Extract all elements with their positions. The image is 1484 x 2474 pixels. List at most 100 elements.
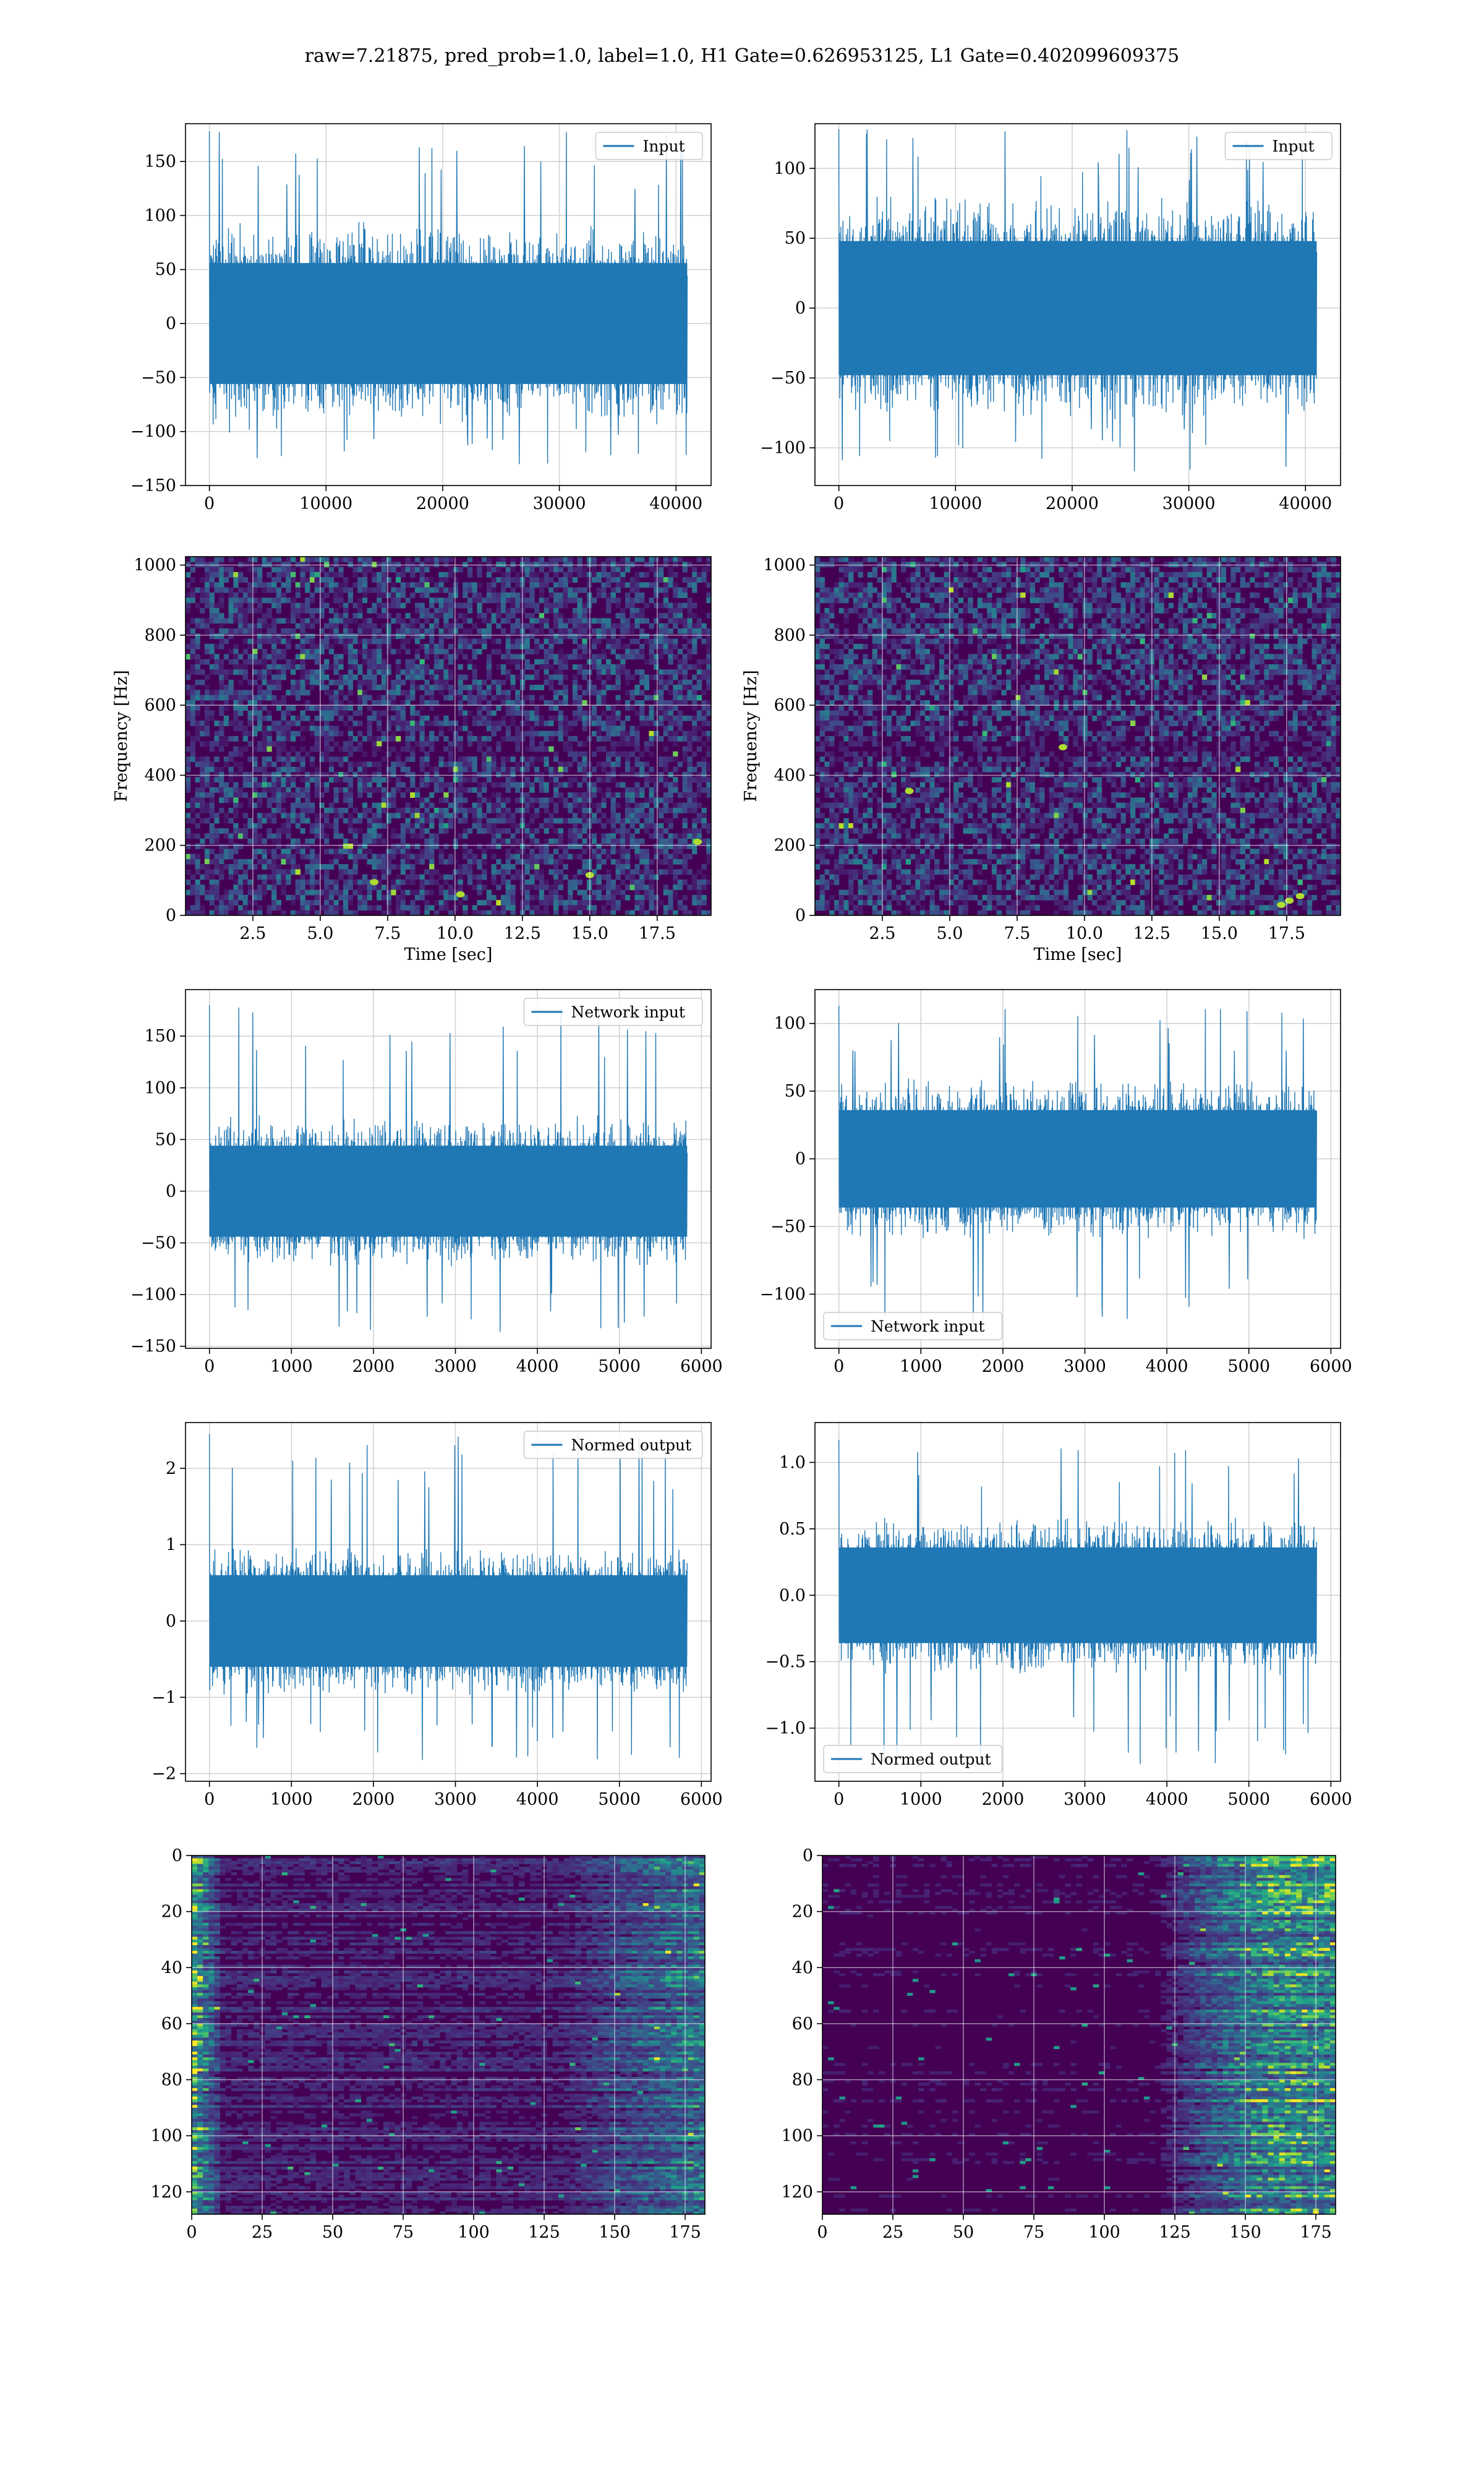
y-tick-label: 2 (166, 1459, 176, 1478)
x-tick-label: 30000 (533, 494, 586, 513)
legend-box (523, 1431, 703, 1459)
y-tick-label: 20 (792, 1903, 813, 1922)
x-tick-label: 0 (817, 2223, 827, 2242)
panel-h1-input: Input 0 10000 20000 30000 40000 −150 −100 −50 0 50… (130, 123, 712, 513)
panel-h1-feature-map: 0 25 50 75 100 125 150 175 0 20 40 60 80 100 120 (150, 1846, 706, 2242)
series-band (209, 1145, 688, 1237)
x-tick-label: 4000 (516, 1790, 559, 1809)
x-tick-label: 3000 (434, 1357, 477, 1376)
legend: Network input (523, 998, 703, 1026)
y-tick-label: 0.0 (779, 1586, 806, 1605)
x-tick-label: 3000 (1064, 1790, 1106, 1809)
x-tick-label: 5000 (598, 1357, 641, 1376)
y-tick-label: −100 (760, 439, 806, 458)
series-band (209, 1575, 688, 1667)
y-tick-label: 50 (155, 260, 176, 280)
y-tick-label: 50 (785, 229, 806, 248)
legend-label: Normed output (871, 1750, 991, 1768)
y-tick-label: 20 (161, 1903, 182, 1922)
x-tick-label: 25 (252, 2223, 273, 2242)
x-tick-label: 5000 (1227, 1357, 1270, 1376)
legend: Normed output (823, 1745, 1003, 1773)
y-tick-label: −50 (141, 1234, 176, 1253)
axes-frame (185, 989, 712, 1349)
y-tick-label: −1.0 (765, 1719, 806, 1738)
x-tick-label: 6000 (680, 1357, 723, 1376)
y-tick-label: 60 (792, 2014, 813, 2034)
y-tick-label: 1000 (134, 556, 176, 575)
y-tick-label: 600 (774, 696, 806, 715)
y-tick-label: 0 (166, 906, 176, 925)
axes-frame (814, 1422, 1341, 1782)
x-axis-label: Time [sec] (404, 945, 493, 964)
y-tick-label: 0 (166, 1612, 176, 1631)
x-tick-label: 17.5 (639, 924, 676, 943)
x-tick-label: 5.0 (307, 924, 333, 943)
x-tick-label: 10.0 (437, 924, 474, 943)
x-tick-label: 100 (458, 2223, 490, 2242)
legend-label: Network input (571, 1003, 685, 1021)
legend-label: Network input (871, 1317, 984, 1335)
panel-l1-input: Input 0 10000 20000 30000 40000 −100 −50 0 50 100 (760, 123, 1341, 513)
y-tick-label: −2 (151, 1765, 176, 1784)
y-tick-label: 0 (166, 314, 176, 333)
x-tick-label: 20000 (416, 494, 469, 513)
x-tick-label: 1000 (900, 1790, 942, 1809)
axes-frame (814, 123, 1341, 486)
panel-l1-normed-output: Normed output 0 1000 2000 3000 4000 5000 6000 −1… (765, 1422, 1352, 1809)
y-axis-label: Frequency [Hz] (112, 670, 131, 802)
x-tick-label: 2.5 (869, 924, 895, 943)
x-tick-label: 1000 (270, 1790, 313, 1809)
x-tick-label: 1000 (900, 1357, 942, 1376)
legend: Network input (823, 1312, 1003, 1340)
legend-box (595, 132, 703, 160)
y-tick-label: −50 (770, 1217, 806, 1236)
y-tick-label: 60 (161, 2014, 182, 2034)
x-tick-label: 15.0 (571, 924, 608, 943)
x-tick-label: 175 (1300, 2223, 1332, 2242)
y-tick-label: 150 (144, 1027, 176, 1046)
y-tick-label: 200 (774, 836, 806, 855)
x-tick-label: 0 (204, 1790, 215, 1809)
legend-label: Input (1273, 137, 1315, 155)
x-tick-label: 5.0 (936, 924, 963, 943)
y-tick-label: 0 (795, 906, 806, 925)
y-tick-label: 50 (155, 1130, 176, 1149)
x-tick-label: 75 (393, 2223, 414, 2242)
y-tick-label: −100 (130, 1285, 176, 1304)
x-tick-label: 5000 (598, 1790, 641, 1809)
x-tick-label: 25 (882, 2223, 903, 2242)
x-tick-label: 75 (1023, 2223, 1044, 2242)
series-band (838, 241, 1317, 375)
x-tick-label: 10000 (929, 494, 982, 513)
heatmap-h1-feature-map (192, 1856, 705, 2214)
legend-label: Input (643, 137, 685, 155)
x-tick-label: 0 (834, 1357, 844, 1376)
y-tick-label: 800 (774, 626, 806, 645)
y-tick-label: 400 (144, 766, 176, 785)
y-tick-label: 1 (166, 1535, 176, 1554)
axes-frame (185, 123, 712, 486)
y-tick-label: 100 (781, 2126, 813, 2146)
y-tick-label: −100 (760, 1285, 806, 1304)
y-tick-label: 120 (781, 2183, 813, 2202)
x-tick-label: 0 (204, 1357, 215, 1376)
x-tick-label: 10000 (299, 494, 352, 513)
x-tick-label: 4000 (1146, 1357, 1188, 1376)
figure-suptitle: raw=7.21875, pred_prob=1.0, label=1.0, H… (305, 45, 1179, 67)
y-axis-label: Frequency [Hz] (741, 670, 761, 802)
x-tick-label: 7.5 (1004, 924, 1030, 943)
y-tick-label: −50 (141, 368, 176, 387)
y-tick-label: −150 (130, 1337, 176, 1356)
x-tick-label: 150 (1229, 2223, 1261, 2242)
x-axis-label: Time [sec] (1034, 945, 1122, 964)
x-tick-label: 12.5 (504, 924, 541, 943)
y-tick-label: 120 (150, 2183, 182, 2202)
y-tick-label: 1000 (763, 556, 806, 575)
y-tick-label: 40 (792, 1958, 813, 1977)
x-tick-label: 17.5 (1268, 924, 1305, 943)
axes-frame (814, 989, 1341, 1349)
